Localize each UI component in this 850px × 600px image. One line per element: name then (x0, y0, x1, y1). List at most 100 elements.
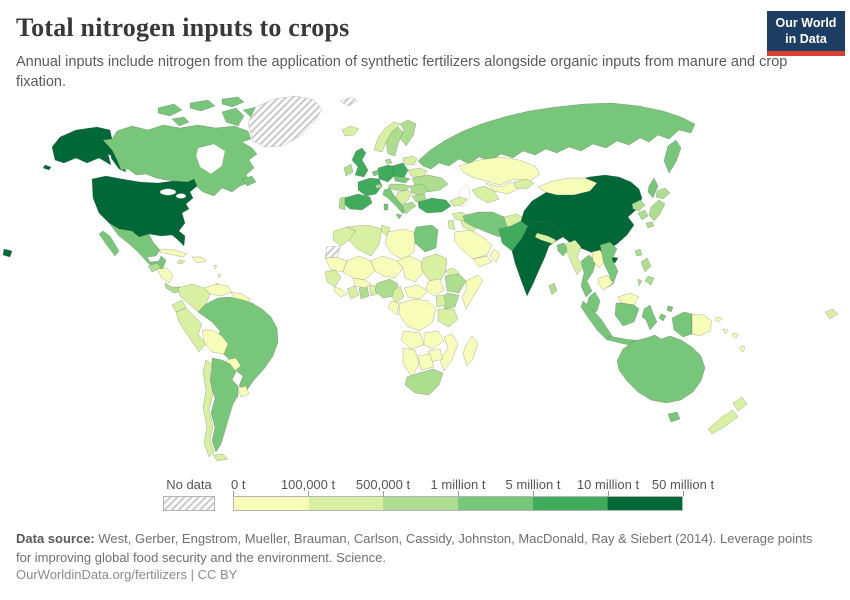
country-canada-arctic-baffin[interactable] (221, 107, 245, 127)
country-south-sudan[interactable] (425, 278, 445, 297)
map-legend[interactable]: No data 0 t 100,000 t 500,000 t 1 million t… (0, 477, 850, 519)
owid-logo[interactable]: Our World in Data (767, 11, 845, 57)
country-israel-jordan[interactable] (447, 219, 456, 231)
country-canada-arctic-2[interactable] (189, 99, 216, 112)
country-hispaniola[interactable] (191, 256, 207, 264)
country-germany[interactable] (377, 164, 395, 183)
country-gabon-congo[interactable] (387, 300, 400, 316)
country-canada-newfoundland[interactable] (241, 175, 257, 187)
country-vanuatu[interactable] (739, 345, 746, 353)
country-greenland[interactable] (247, 95, 323, 148)
country-portugal[interactable] (338, 196, 346, 211)
country-kyrgyzstan-tajikistan[interactable] (513, 178, 535, 190)
country-south-korea[interactable] (637, 209, 649, 221)
country-papua-new-guinea[interactable] (691, 313, 713, 337)
country-caucasus[interactable] (449, 196, 468, 207)
country-switzerland[interactable] (374, 183, 383, 190)
country-fiji[interactable] (824, 308, 839, 320)
country-austria-hungary[interactable] (387, 183, 411, 192)
country-western-sahara[interactable] (324, 245, 342, 259)
country-togo-benin[interactable] (368, 284, 378, 297)
country-sri-lanka[interactable] (548, 282, 558, 296)
country-mali[interactable] (342, 255, 376, 281)
country-ivory-coast[interactable] (346, 285, 360, 300)
legend-bin-2[interactable] (308, 497, 385, 510)
country-turkey[interactable] (417, 197, 452, 214)
country-cuba[interactable] (159, 248, 188, 258)
country-namibia[interactable] (402, 347, 420, 378)
legend-bin-4[interactable] (458, 497, 534, 510)
country-mexico-baja[interactable] (98, 230, 120, 257)
country-vietnam[interactable] (599, 241, 619, 290)
country-ireland[interactable] (343, 163, 354, 177)
country-saudi-arabia[interactable] (453, 229, 493, 260)
country-mozambique[interactable] (439, 333, 459, 372)
country-mongolia[interactable] (537, 177, 598, 196)
country-france[interactable] (357, 177, 383, 197)
country-indonesia-moluccas[interactable] (658, 305, 674, 322)
country-thailand[interactable] (580, 254, 597, 298)
country-tasmania[interactable] (667, 411, 681, 423)
legend-color-bar[interactable] (233, 496, 683, 511)
country-burkina-faso[interactable] (352, 277, 372, 289)
country-somalia[interactable] (461, 274, 484, 310)
country-denmark[interactable] (384, 158, 393, 165)
country-malaysia-borneo[interactable] (617, 292, 640, 306)
legend-no-data-swatch[interactable] (163, 496, 215, 511)
country-bolivia[interactable] (201, 329, 229, 355)
country-oman[interactable] (489, 248, 501, 263)
country-map-fragment[interactable] (2, 248, 13, 258)
country-egypt[interactable] (413, 224, 439, 253)
country-drc[interactable] (398, 298, 437, 332)
country-canada-arctic-6[interactable] (171, 116, 190, 127)
country-new-zealand-north[interactable] (732, 396, 748, 412)
country-italy[interactable] (382, 187, 407, 215)
country-canada-arctic-1[interactable] (157, 103, 183, 117)
country-solomon-islands[interactable] (731, 332, 739, 339)
country-peru[interactable] (175, 307, 207, 353)
country-mexico[interactable] (108, 222, 167, 270)
country-botswana[interactable] (417, 353, 435, 371)
country-russia-sakhalin[interactable] (647, 177, 659, 199)
legend-bin-1[interactable] (234, 497, 310, 510)
country-jamaica[interactable] (176, 259, 186, 265)
country-nepal[interactable] (534, 232, 557, 245)
country-benelux[interactable] (371, 169, 381, 177)
country-czechia-slovakia[interactable] (393, 175, 411, 184)
country-central-african-republic[interactable] (403, 284, 429, 300)
country-japan-kyushu[interactable] (645, 221, 655, 229)
country-canada[interactable] (102, 124, 258, 197)
country-japan-hokkaido[interactable] (655, 187, 671, 200)
country-bangladesh[interactable] (556, 242, 569, 257)
country-poland[interactable] (391, 162, 409, 179)
country-united-kingdom[interactable] (351, 147, 369, 178)
country-philippines[interactable] (637, 257, 655, 287)
country-ethiopia[interactable] (444, 273, 467, 294)
license-note[interactable]: OurWorldinData.org/fertilizers | CC BY (16, 567, 238, 582)
country-taiwan[interactable] (634, 248, 643, 257)
country-italy-sicily[interactable] (395, 213, 403, 220)
country-italy-sardinia[interactable] (383, 203, 389, 211)
country-turkmenistan[interactable] (471, 185, 500, 204)
country-spain[interactable] (343, 193, 373, 211)
country-madagascar[interactable] (462, 335, 479, 367)
country-greece[interactable] (402, 201, 417, 215)
country-south-africa[interactable] (404, 368, 444, 396)
country-tierra-del-fuego[interactable] (212, 453, 229, 462)
country-japan-honshu[interactable] (648, 199, 666, 222)
country-algeria[interactable] (346, 224, 383, 257)
country-guatemala[interactable] (147, 262, 162, 273)
country-australia[interactable] (616, 334, 706, 404)
country-png-islands[interactable] (714, 316, 729, 335)
country-canada-arctic-3[interactable] (221, 96, 245, 108)
country-iceland[interactable] (341, 125, 360, 137)
country-zambia[interactable] (423, 330, 445, 350)
country-north-korea[interactable] (631, 199, 646, 212)
country-indonesia-sulawesi[interactable] (641, 304, 658, 331)
country-sierra-leone-liberia[interactable] (333, 286, 348, 298)
legend-bin-6[interactable] (607, 497, 683, 510)
country-new-zealand-south[interactable] (707, 409, 739, 435)
country-svalbard[interactable] (339, 96, 359, 107)
country-libya[interactable] (384, 228, 417, 261)
